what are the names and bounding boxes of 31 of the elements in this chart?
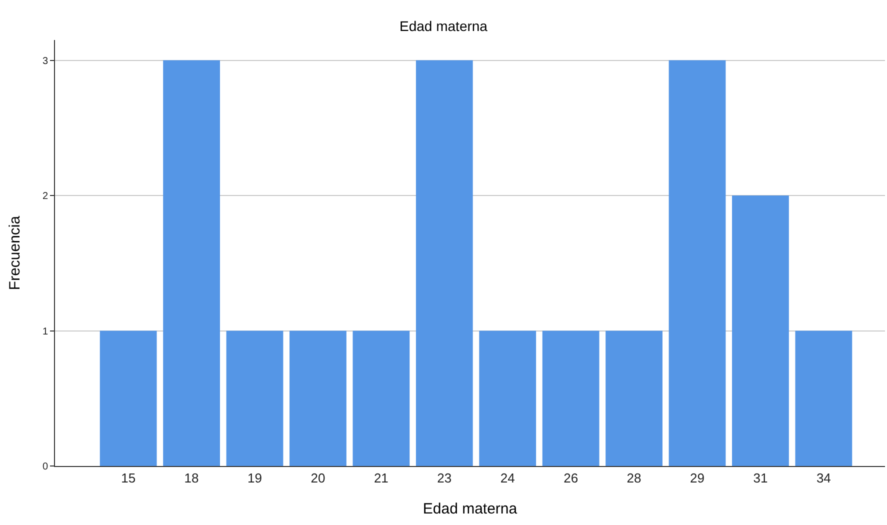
bar [290,330,346,466]
x-tick-label: 19 [248,470,262,486]
y-tick-label: 0 [42,462,48,472]
y-tick-label: 2 [42,191,48,202]
x-tick-label: 29 [690,470,704,486]
x-tick-label: 21 [374,470,388,486]
y-axis-title: Frecuencia [6,215,24,290]
bar [606,330,662,466]
x-tick-label: 23 [437,470,452,486]
bar [479,330,536,466]
x-tick-label: 28 [626,470,642,486]
x-tick-label: 24 [500,470,515,486]
x-tick-label: 18 [184,470,199,486]
bar [352,330,410,466]
bar [100,330,157,466]
bar [542,330,600,466]
x-tick-label: 20 [310,470,326,486]
x-tick-label: 15 [121,470,136,486]
bar [668,60,726,466]
y-tick-label: 1 [42,326,48,338]
x-tick-label: 34 [816,470,831,486]
x-tick-label: 26 [564,470,578,486]
x-tick-label: 31 [753,470,768,486]
bar [226,330,284,466]
bar [416,60,473,466]
chart-title: Edad materna [400,18,488,34]
bar [795,330,852,466]
bar [732,196,789,466]
x-axis-title: Edad materna [422,500,518,518]
bar [163,60,220,466]
y-tick-label: 3 [42,56,48,67]
